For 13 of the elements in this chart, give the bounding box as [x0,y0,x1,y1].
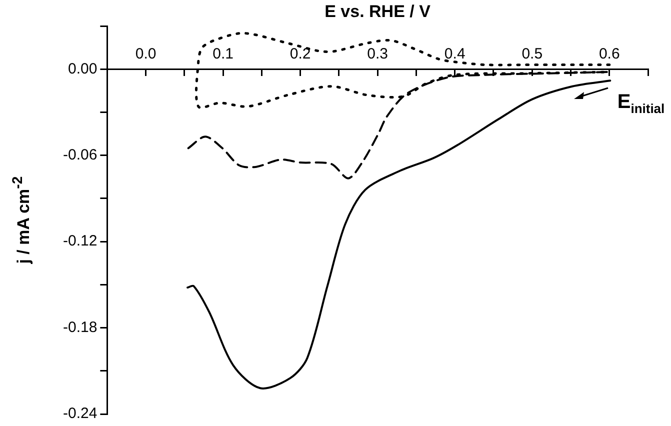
x-tick-label: 0.5 [522,45,543,62]
x-tick-label: 0.4 [444,45,466,62]
x-tick-label: 0.1 [212,45,234,62]
y-tick-label: -0.06 [62,146,98,164]
annotation: E$_{initial}$ [617,90,665,116]
y-tick-label: -0.12 [62,232,98,250]
x-tick-label: 0.6 [598,45,620,62]
x-tick-label: 0.3 [367,45,388,62]
y-tick-label: -0.18 [62,318,98,336]
x-axis-title: E vs. RHE / V [324,2,430,22]
x-tick-label: 0.0 [135,45,156,62]
y-tick-label: -0.24 [62,405,98,422]
y-tick-label: 0.00 [68,60,98,78]
